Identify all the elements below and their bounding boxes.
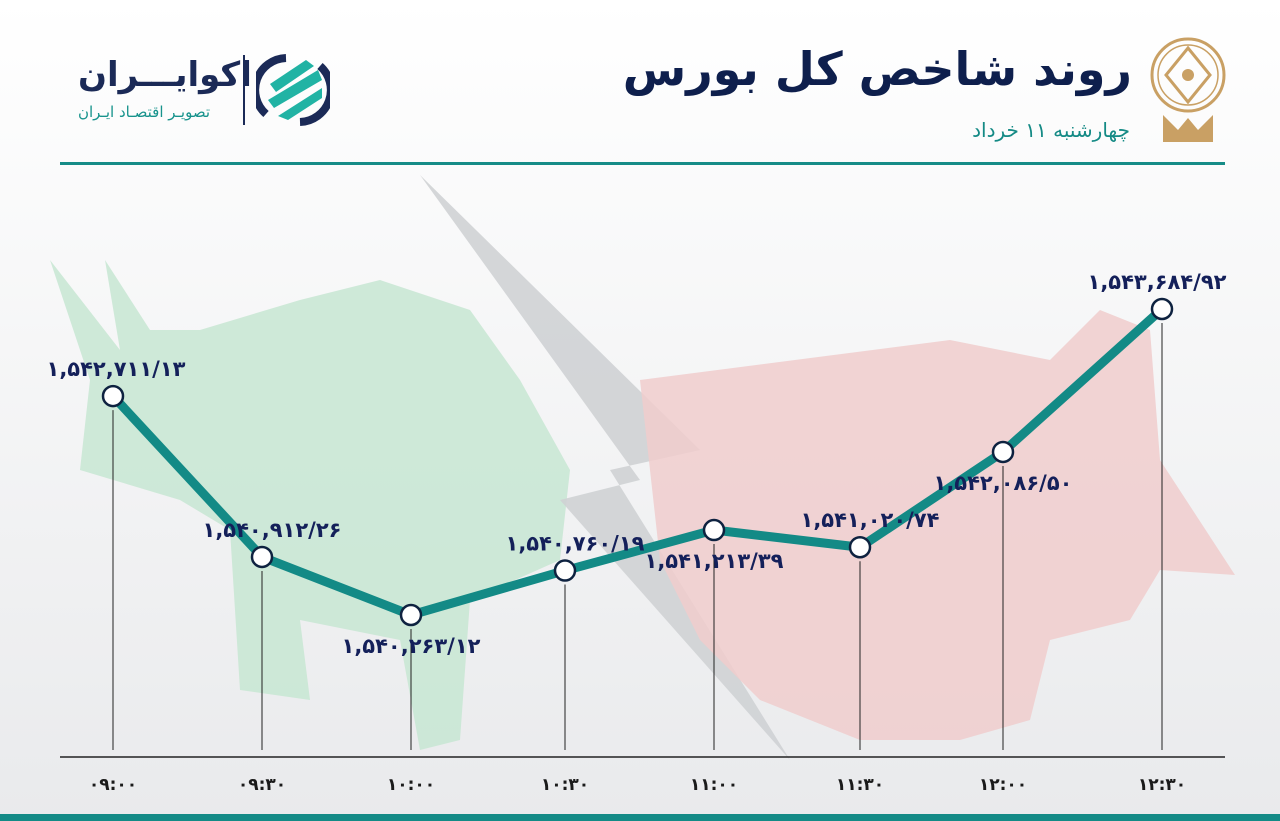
- page-title: روند شاخص کل بورس: [622, 42, 1132, 96]
- data-point: [848, 535, 872, 559]
- ecoiran-logo-icon: [256, 54, 330, 126]
- data-point: [250, 545, 274, 569]
- data-label: ۱,۵۴۲,۰۸۶/۵۰: [934, 471, 1073, 495]
- x-tick-label: ۰۹:۰۰: [89, 775, 137, 795]
- x-tick-label: ۱۱:۰۰: [690, 775, 738, 795]
- x-tick-label: ۰۹:۳۰: [238, 775, 286, 795]
- exchange-emblem-icon: [1150, 37, 1226, 142]
- page-subtitle-date: چهارشنبه ۱۱ خرداد: [972, 118, 1130, 142]
- data-point: [1150, 297, 1174, 321]
- logo-divider: [243, 55, 245, 125]
- data-label: ۱,۵۴۱,۰۲۰/۷۴: [801, 508, 940, 532]
- bottom-accent-bar: [0, 814, 1280, 821]
- data-label: ۱,۵۴۰,۲۶۳/۱۲: [342, 634, 481, 658]
- x-tick-label: ۱۱:۳۰: [836, 775, 884, 795]
- data-point: [991, 440, 1015, 464]
- brand-name: اکوایـــران: [78, 55, 252, 95]
- x-tick-label: ۱۲:۳۰: [1138, 775, 1186, 795]
- series-line: [109, 305, 1166, 620]
- data-label: ۱,۵۴۱,۲۱۳/۳۹: [645, 549, 784, 573]
- x-tick-label: ۱۰:۳۰: [541, 775, 589, 795]
- x-tick-label: ۱۰:۰۰: [387, 775, 435, 795]
- x-tick-label: ۱۲:۰۰: [979, 775, 1027, 795]
- bear-silhouette: [640, 310, 1235, 740]
- data-label: ۱,۵۴۰,۷۶۰/۱۹: [506, 532, 645, 556]
- header-separator: [60, 162, 1225, 165]
- data-point: [702, 518, 726, 542]
- data-label: ۱,۵۴۳,۶۸۴/۹۲: [1088, 270, 1227, 294]
- brand-tagline: تصویـر اقتصـاد ایـران: [78, 103, 211, 121]
- data-point: [399, 603, 423, 627]
- data-point: [553, 559, 577, 582]
- data-point: [101, 384, 125, 408]
- data-label: ۱,۵۴۰,۹۱۲/۲۶: [203, 518, 342, 542]
- bull-silhouette: [50, 260, 570, 750]
- data-label: ۱,۵۴۲,۷۱۱/۱۳: [47, 357, 186, 381]
